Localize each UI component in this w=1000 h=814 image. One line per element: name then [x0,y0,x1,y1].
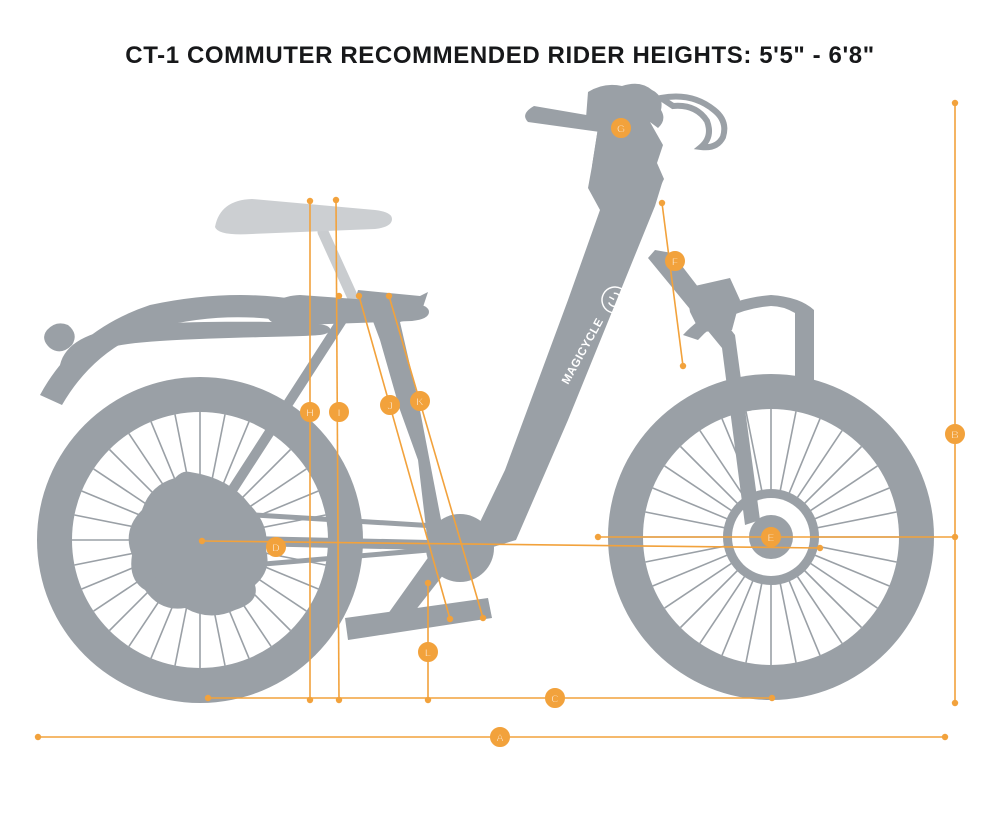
svg-text:L: L [425,648,432,660]
svg-text:E: E [767,533,774,545]
svg-text:K: K [416,397,424,409]
svg-text:F: F [672,257,679,269]
svg-text:G: G [617,124,626,136]
svg-text:H: H [306,408,314,420]
svg-text:A: A [496,733,504,745]
svg-text:J: J [387,401,393,413]
svg-text:C: C [551,694,559,706]
svg-text:D: D [272,543,280,555]
svg-text:I: I [337,408,340,420]
svg-text:B: B [951,430,959,442]
